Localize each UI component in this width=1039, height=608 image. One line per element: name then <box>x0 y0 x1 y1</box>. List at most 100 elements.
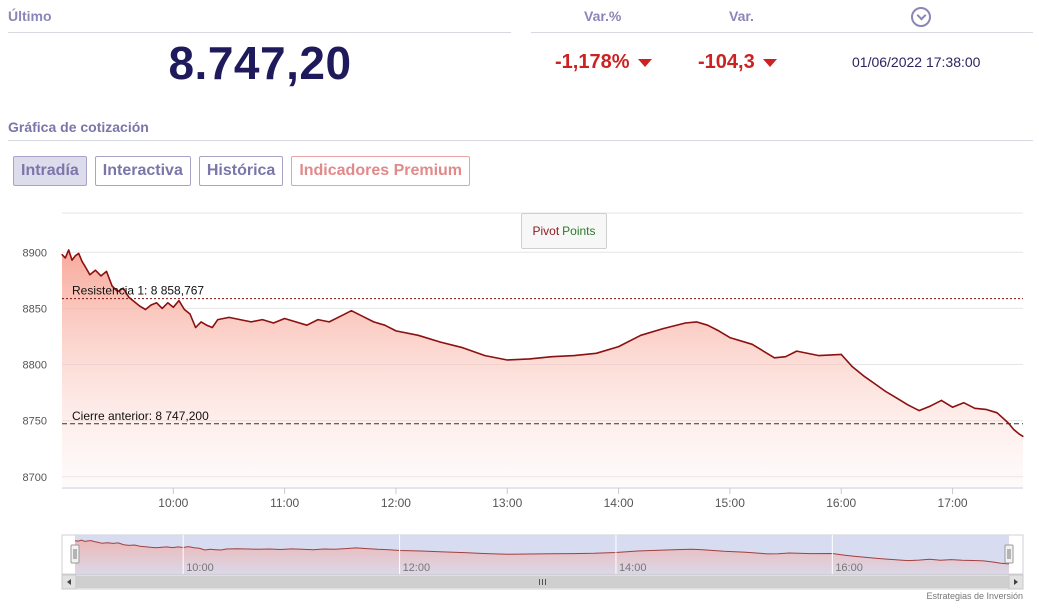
price-point <box>261 319 263 321</box>
header-divider-right <box>531 32 1033 33</box>
var-pct-label: Var.% <box>584 8 622 24</box>
price-point <box>417 334 419 336</box>
x-tick-label: 10:00 <box>158 496 188 510</box>
x-tick-label: 12:00 <box>381 496 411 510</box>
price-point <box>156 302 158 304</box>
navigator-tick-label: 14:00 <box>619 562 647 574</box>
price-point <box>796 350 798 352</box>
x-tick-label: 14:00 <box>604 496 634 510</box>
price-point <box>951 406 954 408</box>
price-point <box>785 356 787 358</box>
price-point <box>78 252 80 254</box>
price-point <box>896 397 898 399</box>
ultimo-label: Último <box>8 8 52 24</box>
var-label: Var. <box>729 8 754 24</box>
price-point <box>84 266 86 268</box>
scroll-right-icon <box>1014 579 1018 585</box>
price-point <box>161 307 163 309</box>
price-point <box>183 308 185 311</box>
price-point <box>206 324 208 326</box>
price-point <box>695 321 698 323</box>
price-point <box>250 321 252 323</box>
x-tick-label: 13:00 <box>492 496 522 510</box>
tab-interactiva[interactable]: Interactiva <box>94 156 191 186</box>
navigator-handle-right[interactable] <box>1004 544 1014 564</box>
price-point <box>317 319 319 321</box>
timestamp: 01/06/2022 17:38:00 <box>852 54 981 70</box>
navigator-line <box>74 539 1010 565</box>
price-point <box>751 343 753 345</box>
price-point <box>172 306 174 308</box>
price-point <box>1018 433 1020 435</box>
price-point <box>295 321 297 323</box>
price-point <box>339 315 341 317</box>
tab-indicadores-premium[interactable]: Indicadores Premium <box>291 156 471 186</box>
price-point <box>874 383 876 385</box>
scroll-left-icon <box>67 579 71 585</box>
price-point <box>1022 435 1024 437</box>
price-point <box>985 408 987 410</box>
price-point <box>862 375 865 377</box>
x-tick-label: 17:00 <box>938 496 968 510</box>
navigator-handle-left[interactable] <box>70 544 80 564</box>
price-point <box>211 326 213 329</box>
price-point <box>840 353 842 355</box>
price-point <box>618 346 620 348</box>
price-point <box>122 287 124 289</box>
price-point <box>133 301 135 303</box>
pivot-word: Pivot <box>532 224 560 238</box>
pivot-points-button[interactable]: Pivot Points <box>521 213 607 249</box>
price-point <box>974 407 976 409</box>
price-point <box>729 337 731 339</box>
y-tick-label: 8750 <box>23 416 47 428</box>
price-point <box>117 291 119 293</box>
price-point <box>395 330 397 332</box>
price-point <box>71 259 73 261</box>
price-point <box>61 253 63 256</box>
price-point <box>284 317 286 320</box>
price-point <box>195 326 197 329</box>
var-pct-text: -1,178% <box>555 51 630 73</box>
price-point <box>272 322 275 324</box>
price-point <box>662 328 664 330</box>
tab-intradia[interactable]: Intradía <box>13 156 87 186</box>
price-point <box>528 358 531 360</box>
price-point <box>506 359 508 361</box>
price-point <box>373 321 375 323</box>
price-point <box>929 405 931 407</box>
var-abs-value: -104,3 <box>698 51 777 74</box>
price-point <box>189 313 191 315</box>
price-point <box>81 260 83 262</box>
x-tick-label: 16:00 <box>826 496 856 510</box>
y-tick-label: 8850 <box>23 303 47 315</box>
price-point <box>818 355 820 357</box>
y-tick-label: 8800 <box>23 360 47 372</box>
plot-line-label: Resistencia 1: 8 858,767 <box>72 284 204 298</box>
axis-labels: 8700 8750 8800 8850 8900 10:00 11:00 12:00 13:00… <box>23 247 968 510</box>
section-divider <box>8 140 1033 141</box>
price-point <box>684 322 687 324</box>
chart-tabs: Intradía Interactiva Histórica Indicador… <box>13 156 471 186</box>
price-point <box>228 316 230 318</box>
price-point <box>128 296 130 298</box>
x-tick-label: 11:00 <box>270 496 299 510</box>
price-point <box>439 341 442 343</box>
price-point <box>150 304 152 306</box>
price-point <box>217 319 219 321</box>
settings-chevron-icon[interactable] <box>911 7 931 27</box>
price-area-fill <box>62 250 1023 488</box>
price-point <box>484 355 486 357</box>
area-layer <box>61 249 1024 488</box>
price-point <box>907 404 909 406</box>
price-point <box>167 302 169 304</box>
last-price: 8.747,20 <box>168 37 352 89</box>
navigator-tick-label: 16:00 <box>835 562 863 574</box>
chart-section-title: Gráfica de cotización <box>8 119 149 135</box>
price-point <box>851 366 854 368</box>
plot-lines: Resistencia 1: 8 858,767 Cierre anterior:… <box>62 284 1023 425</box>
navigator: 10:00 12:00 14:00 16:00 <box>61 534 1024 590</box>
tab-historica[interactable]: Histórica <box>198 156 284 186</box>
down-arrow-icon <box>762 58 777 67</box>
price-point <box>885 390 887 393</box>
price-point <box>918 410 920 412</box>
